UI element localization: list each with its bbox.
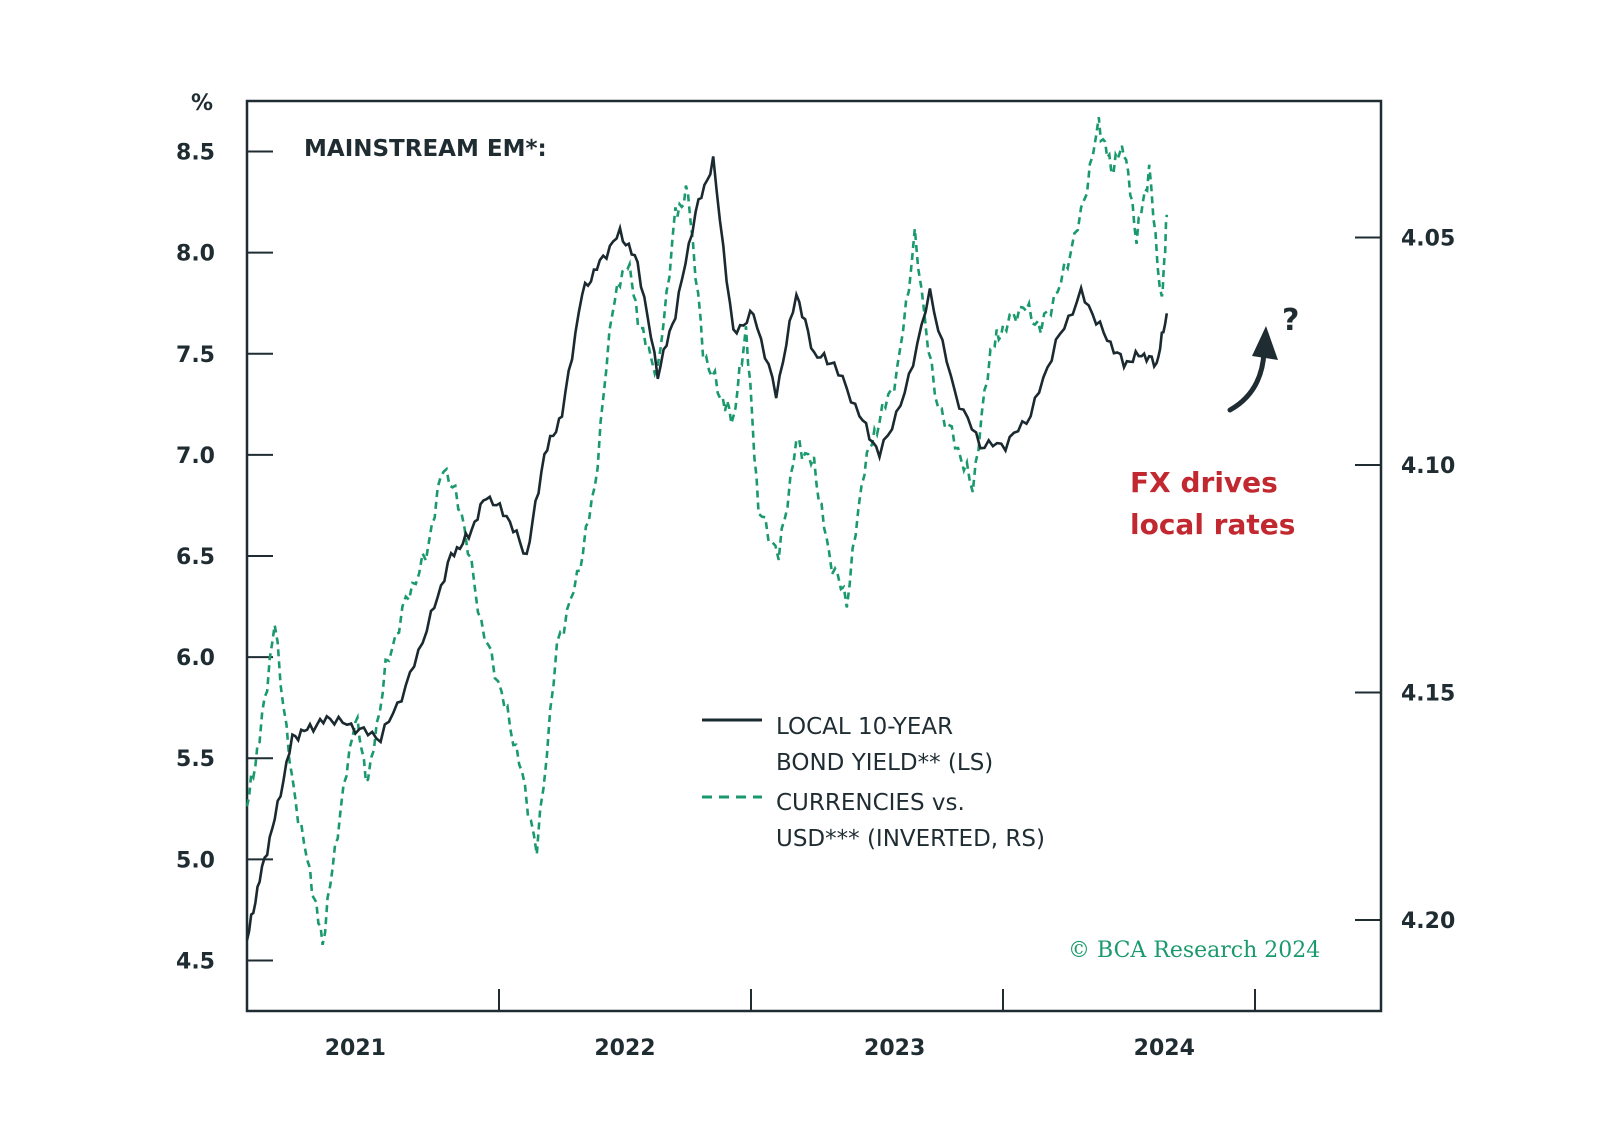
legend-label-fx-line2: USD*** (INVERTED, RS) xyxy=(776,826,1045,852)
y-left-unit-label: % xyxy=(191,91,213,116)
left-tick-label: 6.0 xyxy=(176,646,215,671)
annotation-line1: FX drives xyxy=(1130,466,1278,499)
x-year-label: 2021 xyxy=(325,1036,386,1061)
left-axis: 4.5 5.0 5.5 6.0 6.5 7.0 7.5 8.0 8.5 xyxy=(176,141,273,974)
upward-arrow-icon xyxy=(1227,349,1267,413)
right-tick-label: 4.05 xyxy=(1401,227,1455,252)
fx-inverted-series-line xyxy=(245,117,1169,946)
x-year-label: 2023 xyxy=(864,1036,925,1061)
left-tick-label: 5.5 xyxy=(176,747,215,772)
left-tick-label: 7.5 xyxy=(176,343,215,368)
left-tick-label: 7.0 xyxy=(176,444,215,469)
right-axis: 4.05 4.10 4.15 4.20 xyxy=(1355,227,1455,934)
left-tick-label: 5.0 xyxy=(176,848,215,873)
question-mark: ? xyxy=(1282,303,1299,338)
copyright-note: © BCA Research 2024 xyxy=(1068,938,1320,963)
left-tick-label: 6.5 xyxy=(176,545,215,570)
annotation-line2: local rates xyxy=(1130,508,1295,541)
legend-label-fx-line1: CURRENCIES vs. xyxy=(776,790,965,816)
x-year-label: 2022 xyxy=(594,1036,655,1061)
x-year-label: 2024 xyxy=(1134,1036,1195,1061)
left-tick-label: 8.5 xyxy=(176,141,215,166)
legend-label-yield-line1: LOCAL 10-YEAR xyxy=(776,714,953,740)
chart-title: MAINSTREAM EM*: xyxy=(304,136,547,162)
plot-frame xyxy=(245,99,1383,1013)
legend-label-yield-line2: BOND YIELD** (LS) xyxy=(776,750,993,776)
legend: LOCAL 10-YEAR BOND YIELD** (LS) CURRENCI… xyxy=(702,714,1045,852)
right-tick-label: 4.10 xyxy=(1401,454,1455,479)
arrow-head-icon xyxy=(1252,326,1278,360)
right-tick-label: 4.20 xyxy=(1401,909,1455,934)
left-tick-label: 4.5 xyxy=(176,949,215,974)
right-tick-label: 4.15 xyxy=(1401,682,1455,707)
bond-yield-series-line xyxy=(245,156,1169,941)
left-tick-label: 8.0 xyxy=(176,242,215,267)
x-axis: 2021 2022 2023 2024 xyxy=(325,989,1256,1061)
